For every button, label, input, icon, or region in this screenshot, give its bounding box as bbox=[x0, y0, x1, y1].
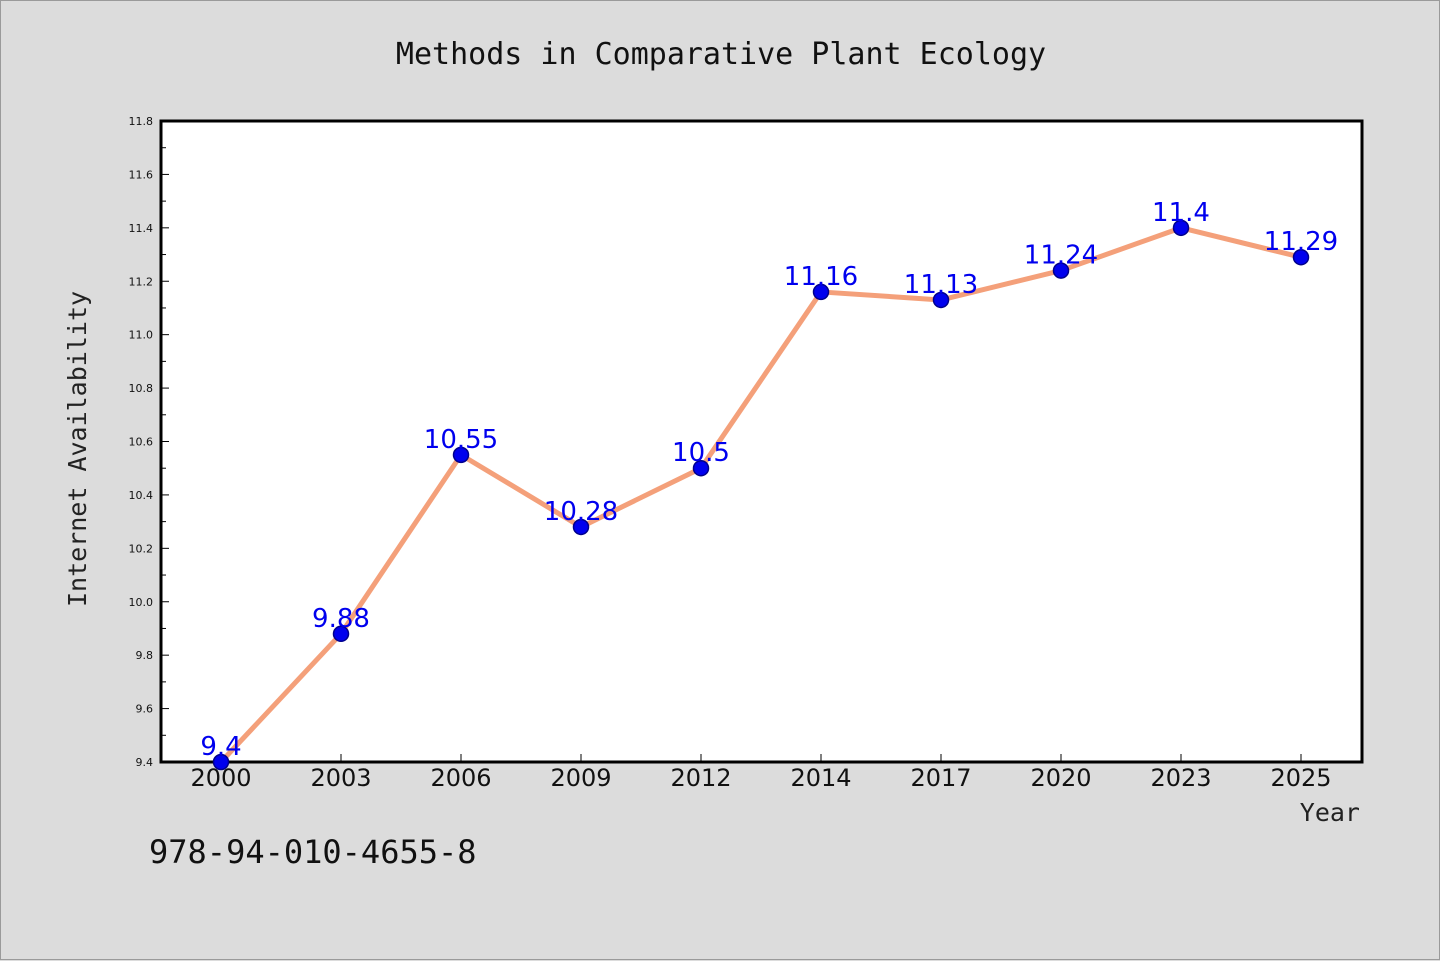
y-tick-label: 10.6 bbox=[129, 436, 154, 449]
y-tick-label: 11.4 bbox=[129, 222, 154, 235]
x-tick-label: 2012 bbox=[670, 764, 731, 792]
data-label: 11.29 bbox=[1264, 227, 1338, 257]
data-point bbox=[1172, 219, 1190, 237]
x-tick-label: 2003 bbox=[310, 764, 371, 792]
x-axis-label: Year bbox=[1300, 798, 1360, 827]
data-markers bbox=[212, 219, 1310, 771]
y-tick-label: 9.4 bbox=[136, 756, 154, 769]
y-tick-label: 9.8 bbox=[136, 649, 154, 662]
x-tick-label: 2017 bbox=[910, 764, 971, 792]
data-label: 9.88 bbox=[312, 604, 370, 634]
y-axis: 9.4 9.6 9.8 10.0 10.2 10.4 10.6 10.8 11.0 11.2 11.… bbox=[129, 115, 169, 769]
x-tick-label: 2006 bbox=[430, 764, 491, 792]
x-tick-label: 2025 bbox=[1270, 764, 1331, 792]
data-point bbox=[1052, 262, 1070, 279]
data-point bbox=[1292, 248, 1310, 266]
data-label: 11.24 bbox=[1024, 241, 1098, 271]
data-point bbox=[932, 291, 950, 309]
data-point bbox=[212, 753, 230, 771]
plot-area bbox=[159, 119, 1364, 764]
y-tick-label: 10.2 bbox=[129, 542, 154, 555]
y-tick-label: 11.6 bbox=[129, 168, 154, 181]
data-label: 11.13 bbox=[904, 270, 978, 300]
x-tick-label: 2023 bbox=[1150, 764, 1211, 792]
isbn-code: 978-94-010-4655-8 bbox=[149, 833, 477, 871]
y-axis-label: Internet Availability bbox=[63, 291, 92, 607]
y-tick-label: 10.0 bbox=[129, 596, 154, 609]
data-label: 9.4 bbox=[200, 732, 241, 762]
x-axis: 2000 2003 2006 2009 2012 2014 2017 2020 2023 2025 bbox=[190, 754, 1332, 792]
data-point bbox=[572, 518, 590, 536]
y-tick-label: 9.6 bbox=[136, 703, 154, 716]
x-tick-label: 2014 bbox=[790, 764, 851, 792]
y-tick-label: 11.8 bbox=[129, 115, 154, 128]
data-labels: 9.4 9.88 10.55 10.28 10.5 11.16 11.13 11.24 11.4… bbox=[200, 198, 1338, 762]
data-label: 10.55 bbox=[424, 425, 498, 455]
y-tick-label: 10.4 bbox=[129, 489, 154, 502]
series-line bbox=[219, 225, 1302, 764]
data-point bbox=[692, 459, 710, 477]
data-label: 11.4 bbox=[1152, 198, 1210, 228]
chart-title: Methods in Comparative Plant Ecology bbox=[396, 37, 1046, 72]
data-point bbox=[452, 446, 470, 464]
x-tick-label: 2009 bbox=[550, 764, 611, 792]
data-label: 10.5 bbox=[672, 438, 730, 468]
data-point bbox=[332, 625, 350, 643]
y-tick-label: 11.2 bbox=[129, 275, 154, 288]
x-tick-label: 2020 bbox=[1030, 764, 1091, 792]
y-tick-label: 11.0 bbox=[129, 329, 154, 342]
data-label: 10.28 bbox=[544, 497, 618, 527]
data-label: 11.16 bbox=[784, 262, 858, 292]
y-tick-label: 10.8 bbox=[129, 382, 154, 395]
data-point bbox=[812, 283, 830, 301]
